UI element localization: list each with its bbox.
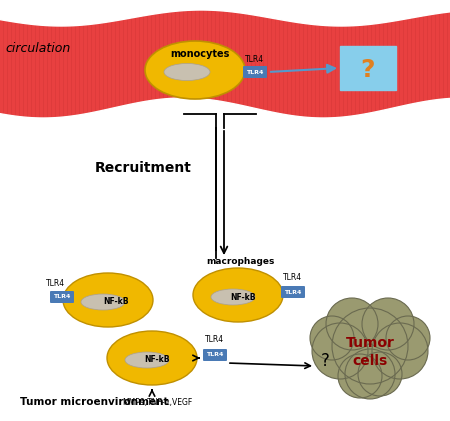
Circle shape bbox=[338, 354, 382, 398]
Ellipse shape bbox=[145, 41, 245, 99]
Text: TLR4: TLR4 bbox=[284, 290, 302, 295]
Ellipse shape bbox=[81, 294, 125, 310]
Text: macrophages: macrophages bbox=[206, 256, 274, 266]
FancyBboxPatch shape bbox=[0, 244, 450, 421]
Text: MMP9,TNF-α,VEGF: MMP9,TNF-α,VEGF bbox=[122, 397, 192, 407]
Text: TLR4: TLR4 bbox=[206, 336, 225, 344]
Text: NF-kB: NF-kB bbox=[230, 293, 256, 301]
Text: NF-kB: NF-kB bbox=[103, 298, 129, 306]
Ellipse shape bbox=[107, 331, 197, 385]
FancyBboxPatch shape bbox=[203, 349, 227, 361]
Ellipse shape bbox=[193, 268, 283, 322]
Circle shape bbox=[386, 316, 430, 360]
Ellipse shape bbox=[164, 64, 210, 80]
Text: ?: ? bbox=[361, 58, 375, 82]
Text: ?: ? bbox=[320, 352, 329, 370]
FancyBboxPatch shape bbox=[340, 46, 396, 90]
Ellipse shape bbox=[125, 352, 169, 368]
Text: NF-kB: NF-kB bbox=[144, 355, 170, 365]
Text: Tumor
cells: Tumor cells bbox=[346, 336, 395, 368]
Text: TLR4: TLR4 bbox=[206, 352, 224, 357]
Circle shape bbox=[312, 323, 368, 379]
Circle shape bbox=[332, 308, 408, 384]
Ellipse shape bbox=[63, 273, 153, 327]
Circle shape bbox=[310, 316, 354, 360]
Text: circulation: circulation bbox=[5, 42, 70, 54]
Ellipse shape bbox=[211, 289, 255, 305]
FancyBboxPatch shape bbox=[281, 286, 305, 298]
Text: Recruitment: Recruitment bbox=[95, 161, 192, 175]
Text: Tumor microenvironment: Tumor microenvironment bbox=[20, 397, 168, 407]
Text: TLR4: TLR4 bbox=[46, 279, 66, 288]
FancyBboxPatch shape bbox=[243, 66, 267, 78]
Circle shape bbox=[362, 298, 414, 350]
Text: monocytes: monocytes bbox=[170, 49, 230, 59]
Text: TLR4: TLR4 bbox=[246, 69, 264, 75]
Circle shape bbox=[372, 323, 428, 379]
Text: TLR4: TLR4 bbox=[245, 56, 265, 64]
FancyBboxPatch shape bbox=[50, 291, 74, 303]
Text: TLR4: TLR4 bbox=[53, 295, 71, 299]
Circle shape bbox=[358, 352, 402, 396]
Circle shape bbox=[345, 349, 395, 399]
Text: TLR4: TLR4 bbox=[284, 272, 302, 282]
Circle shape bbox=[326, 298, 378, 350]
